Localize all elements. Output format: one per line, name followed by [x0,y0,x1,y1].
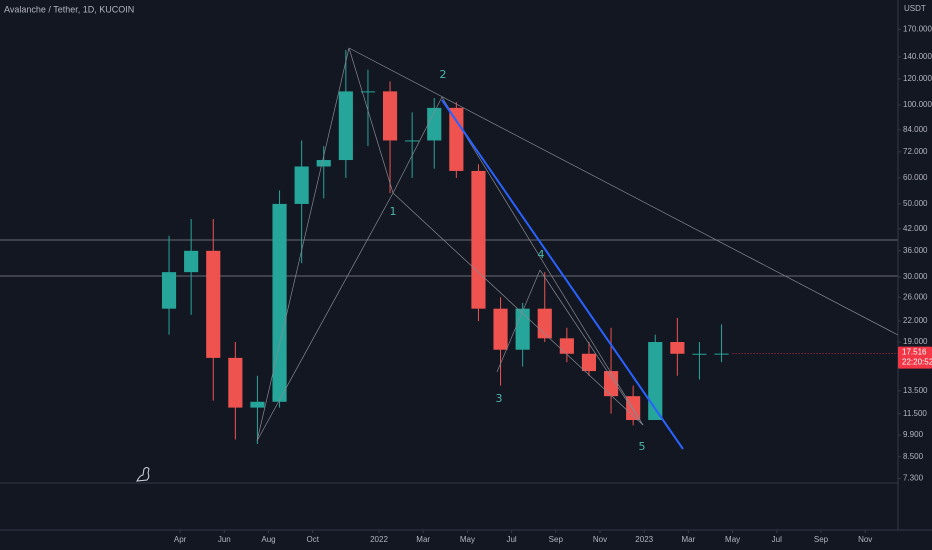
candle-body [714,353,729,355]
y-tick-label: 36.000 [903,246,928,255]
trendline [392,192,644,426]
trendline [441,96,644,426]
y-tick-label: 19.000 [903,337,928,346]
trendline [348,47,394,194]
y-tick-label: 84.000 [903,125,928,134]
y-tick-label: 100.000 [903,100,932,109]
candle-body [228,357,243,408]
x-tick-label: 2022 [370,535,388,544]
candle-body [161,272,177,309]
countdown: 22:20:52 [902,358,932,367]
candle-body [382,91,398,141]
x-tick-label: Apr [174,535,187,544]
wave-label: 5 [639,440,646,453]
y-tick-label: 9.900 [903,430,924,439]
candle-body [184,250,199,273]
x-tick-label: Jul [506,535,516,544]
candle-body [471,170,486,309]
trendline [348,47,899,336]
candle-body [338,91,353,161]
y-tick-label: 11.500 [903,409,927,418]
x-tick-label: Sep [814,535,829,544]
y-tick-label: 30.000 [903,272,928,281]
last-price-bg [898,346,932,369]
trendline [256,47,350,442]
x-tick-label: Mar [416,535,430,544]
y-tick-label: 22.000 [903,316,928,325]
candle-body [250,401,265,408]
y-tick-label: 60.000 [903,173,928,182]
candle-body [515,308,530,350]
chart-title: Avalanche / Tether, 1D, KUCOIN [4,4,134,14]
y-tick-label: 7.300 [903,474,924,483]
candle-body [360,91,376,93]
last-price: 17.516 [902,348,927,357]
y-tick-label: 13.500 [903,386,928,395]
candle-body [405,140,420,142]
x-tick-label: Nov [858,535,872,544]
x-tick-label: Jun [218,535,231,544]
candle-body [581,353,597,372]
trendlines [256,47,899,450]
candle-body [692,353,707,355]
y-tick-label: 120.000 [903,74,932,83]
candle-body [316,160,331,167]
x-tick-label: Oct [306,535,319,544]
candle-body [272,203,287,402]
y-tick-label: 26.000 [903,292,928,301]
x-tick-label: May [460,535,475,544]
y-tick-label: 72.000 [903,147,928,156]
x-tick-label: 2023 [635,535,653,544]
x-tick-label: May [725,535,740,544]
trendline [392,96,443,194]
x-tick-label: Nov [593,535,607,544]
x-tick-label: Jul [772,535,782,544]
logo [136,467,150,482]
x-tick-label: Mar [682,535,696,544]
wave-label: 2 [440,68,447,81]
candle-body [206,250,221,358]
y-tick-label: 50.000 [903,199,928,208]
blue-trendline [441,99,684,450]
candle-body [603,371,619,397]
candles [161,50,729,444]
trendline [256,192,394,442]
trendline [539,269,644,426]
x-tick-label: Aug [261,535,275,544]
y-axis-unit: USDT [904,4,926,13]
candle-body [427,107,442,141]
y-tick-label: 140.000 [903,52,932,61]
candle-body [559,338,574,354]
y-tick-label: 170.000 [903,24,932,33]
y-tick-label: 8.500 [903,452,924,461]
wave-label: 4 [538,248,545,261]
y-tick-label: 42.000 [903,224,928,233]
candle-body [648,342,663,421]
trendline [496,269,541,373]
x-tick-label: Sep [549,535,564,544]
candle-body [493,308,508,350]
wave-label: 1 [390,205,397,218]
candle-body [294,166,309,204]
candle-body [670,342,685,354]
wave-label: 3 [496,392,503,405]
candle-body [449,107,464,171]
